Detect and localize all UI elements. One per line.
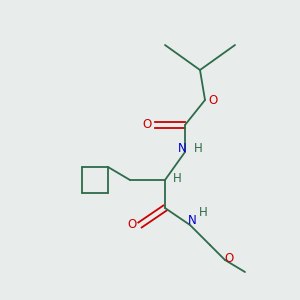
Text: O: O	[142, 118, 152, 131]
Text: N: N	[188, 214, 196, 226]
Text: H: H	[194, 142, 202, 154]
Text: O: O	[208, 94, 217, 106]
Text: O: O	[128, 218, 136, 232]
Text: H: H	[172, 172, 182, 184]
Text: O: O	[224, 251, 234, 265]
Text: H: H	[199, 206, 207, 220]
Text: N: N	[178, 142, 186, 154]
